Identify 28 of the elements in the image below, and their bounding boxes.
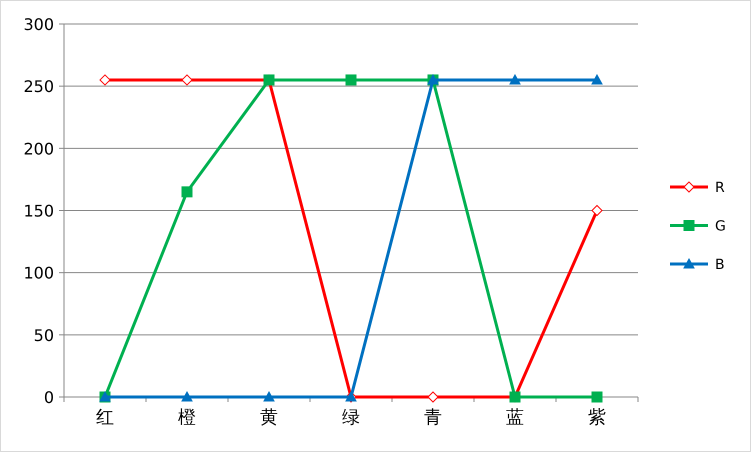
x-tick-label: 紫	[588, 407, 606, 428]
x-tick-label: 青	[424, 407, 442, 428]
point	[428, 392, 438, 402]
x-tick-label: 黄	[260, 407, 278, 428]
point	[264, 392, 274, 402]
x-tick-label: 橙	[178, 407, 196, 428]
y-tick-label: 0	[44, 388, 54, 407]
x-tick-label: 绿	[342, 407, 360, 428]
legend-label: B	[715, 257, 725, 273]
y-tick-label: 300	[23, 15, 54, 34]
point	[100, 74, 110, 86]
point	[182, 186, 192, 198]
y-tick-label: 200	[23, 139, 54, 158]
point	[346, 74, 356, 86]
legend-label: R	[715, 180, 725, 196]
point	[592, 74, 602, 84]
x-tick-label: 红	[96, 407, 114, 428]
point	[182, 74, 192, 86]
y-tick-label: 50	[34, 326, 54, 345]
point	[592, 205, 602, 216]
point	[510, 74, 520, 84]
point	[592, 392, 602, 402]
y-tick-label: 150	[23, 202, 54, 220]
y-tick-label: 100	[23, 264, 54, 283]
legend-label: G	[715, 218, 726, 234]
x-tick-label: 蓝	[506, 407, 524, 428]
point	[182, 392, 192, 402]
y-tick-label: 250	[23, 77, 54, 96]
